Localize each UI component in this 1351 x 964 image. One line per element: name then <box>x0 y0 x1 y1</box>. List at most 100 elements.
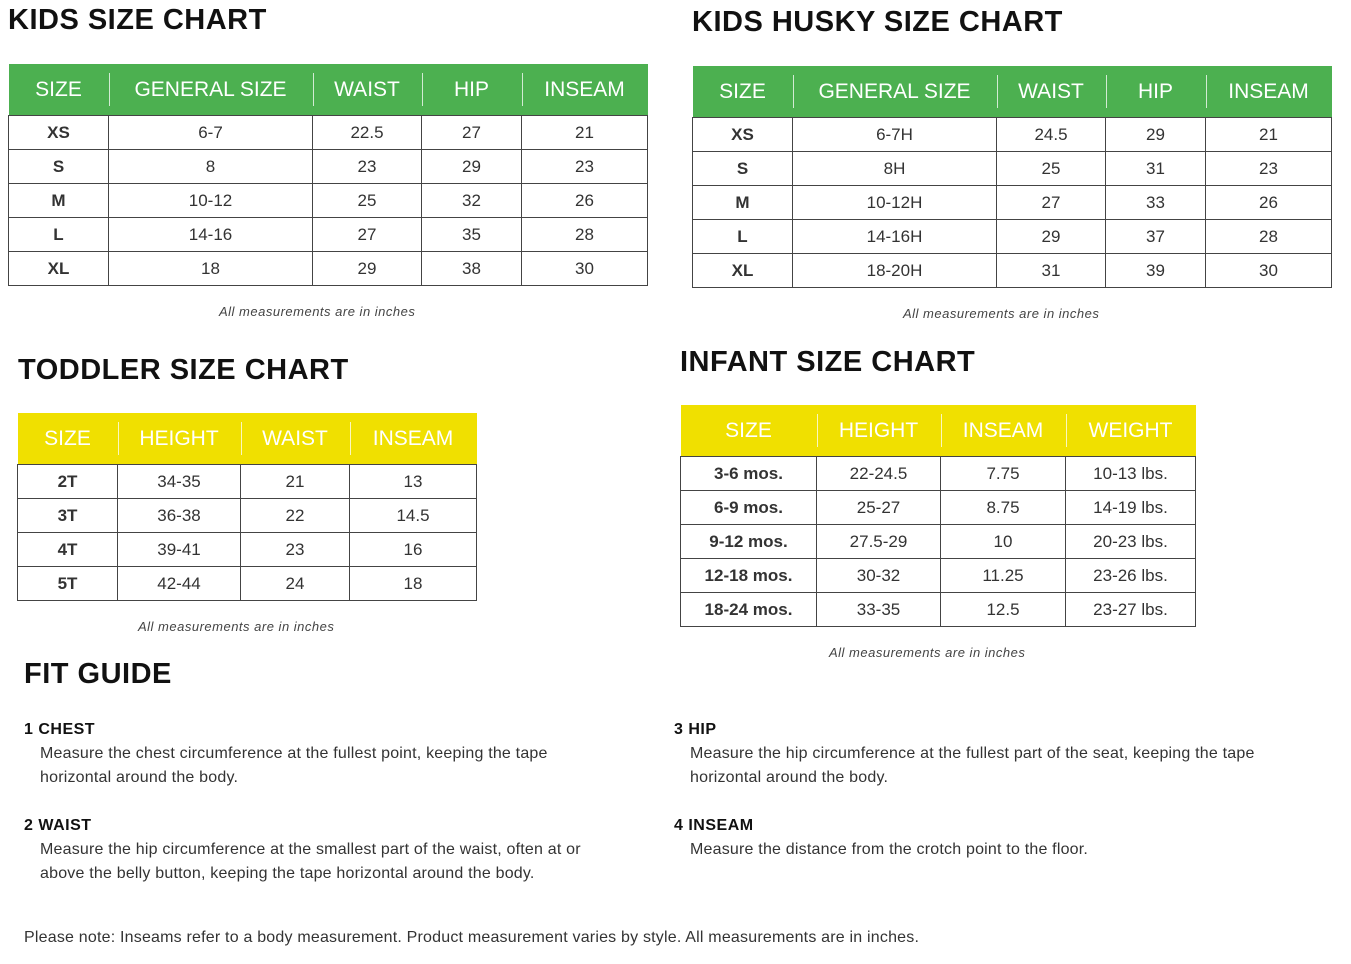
table-cell: 8.75 <box>940 490 1066 525</box>
column-header: GENERAL SIZE <box>108 64 313 116</box>
column-header: WAIST <box>996 66 1106 118</box>
table-cell: 13 <box>349 464 477 499</box>
table-row: 4T 39-41 23 16 <box>17 532 477 567</box>
table-row: M 10-12H 27 33 26 <box>692 185 1332 220</box>
table-row: 18-24 mos. 33-35 12.5 23-27 lbs. <box>680 592 1196 627</box>
husky-title: KIDS HUSKY SIZE CHART <box>692 6 1063 38</box>
size-cell: XL <box>692 253 793 288</box>
table-cell: 6-7H <box>792 117 997 152</box>
table-cell: 30 <box>521 251 648 286</box>
fit-text-chest: Measure the chest circumference at the f… <box>40 745 548 786</box>
column-header: SIZE <box>725 418 772 442</box>
size-cell: 9-12 mos. <box>680 524 817 559</box>
table-cell: 10 <box>940 524 1066 559</box>
table-cell: 36-38 <box>117 498 241 533</box>
table-cell: 22-24.5 <box>816 456 941 491</box>
table-row: L 14-16 27 35 28 <box>8 217 648 252</box>
table-cell: 21 <box>521 115 648 150</box>
size-cell: 12-18 mos. <box>680 558 817 593</box>
table-cell: 20-23 lbs. <box>1065 524 1196 559</box>
table-cell: 29 <box>312 251 422 286</box>
table-cell: 8 <box>108 149 313 184</box>
size-cell: L <box>692 219 793 254</box>
table-cell: 10-12 <box>108 183 313 218</box>
table-cell: 24.5 <box>996 117 1106 152</box>
infant-note: All measurements are in inches <box>829 645 1026 660</box>
table-cell: 8H <box>792 151 997 186</box>
fit-text-waist: Measure the hip circumference at the sma… <box>40 841 581 882</box>
table-cell: 25 <box>996 151 1106 186</box>
fit-heading-hip: 3 HIP <box>674 721 717 738</box>
table-cell: 27 <box>996 185 1106 220</box>
column-header: WAIST <box>240 413 350 465</box>
table-row: XS 6-7H 24.5 29 21 <box>692 117 1332 152</box>
header-row: SIZE GENERAL SIZE WAIST HIP INSEAM <box>692 66 1332 118</box>
size-cell: 4T <box>17 532 118 567</box>
column-header: HEIGHT <box>816 405 941 457</box>
size-cell: 2T <box>17 464 118 499</box>
table-cell: 33 <box>1105 185 1206 220</box>
table-cell: 31 <box>1105 151 1206 186</box>
husky-note: All measurements are in inches <box>903 306 1100 321</box>
table-cell: 23-26 lbs. <box>1065 558 1196 593</box>
table-row: XL 18-20H 31 39 30 <box>692 253 1332 288</box>
header-row: SIZE HEIGHT WAIST INSEAM <box>17 413 477 465</box>
table-cell: 18 <box>108 251 313 286</box>
size-cell: L <box>8 217 109 252</box>
table-cell: 14.5 <box>349 498 477 533</box>
table-row: 9-12 mos. 27.5-29 10 20-23 lbs. <box>680 524 1196 559</box>
column-header: SIZE <box>35 77 82 101</box>
table-row: S 8H 25 31 23 <box>692 151 1332 186</box>
fit-guide-title: FIT GUIDE <box>24 658 172 690</box>
size-cell: S <box>692 151 793 186</box>
column-header: INSEAM <box>1205 66 1332 118</box>
kids-size-table: SIZE GENERAL SIZE WAIST HIP INSEAM XS 6-7 22.5 2… <box>8 64 648 286</box>
table-cell: 12.5 <box>940 592 1066 627</box>
header-row: SIZE GENERAL SIZE WAIST HIP INSEAM <box>8 64 648 116</box>
table-cell: 27 <box>421 115 522 150</box>
footer-note: Please note: Inseams refer to a body mea… <box>24 929 920 946</box>
column-header: INSEAM <box>940 405 1066 457</box>
table-cell: 22.5 <box>312 115 422 150</box>
table-cell: 21 <box>240 464 350 499</box>
kids-note: All measurements are in inches <box>219 304 416 319</box>
table-cell: 23 <box>240 532 350 567</box>
table-cell: 25-27 <box>816 490 941 525</box>
table-cell: 33-35 <box>816 592 941 627</box>
table-cell: 6-7 <box>108 115 313 150</box>
table-cell: 29 <box>1105 117 1206 152</box>
table-row: 12-18 mos. 30-32 11.25 23-26 lbs. <box>680 558 1196 593</box>
table-cell: 30 <box>1205 253 1332 288</box>
toddler-size-table: SIZE HEIGHT WAIST INSEAM 2T 34-35 21 13 3T 36-38 2… <box>17 413 477 601</box>
table-cell: 26 <box>521 183 648 218</box>
table-cell: 30-32 <box>816 558 941 593</box>
table-cell: 27.5-29 <box>816 524 941 559</box>
table-row: XS 6-7 22.5 27 21 <box>8 115 648 150</box>
column-header: HIP <box>421 64 522 116</box>
table-cell: 31 <box>996 253 1106 288</box>
table-cell: 10-12H <box>792 185 997 220</box>
table-row: 5T 42-44 24 18 <box>17 566 477 601</box>
table-cell: 29 <box>421 149 522 184</box>
size-cell: 6-9 mos. <box>680 490 817 525</box>
table-row: 2T 34-35 21 13 <box>17 464 477 499</box>
table-cell: 23 <box>521 149 648 184</box>
table-cell: 28 <box>521 217 648 252</box>
column-header: HEIGHT <box>117 413 241 465</box>
table-row: M 10-12 25 32 26 <box>8 183 648 218</box>
header-row: SIZE HEIGHT INSEAM WEIGHT <box>680 405 1196 457</box>
size-cell: M <box>8 183 109 218</box>
size-cell: 3-6 mos. <box>680 456 817 491</box>
size-cell: 5T <box>17 566 118 601</box>
table-cell: 32 <box>421 183 522 218</box>
table-row: L 14-16H 29 37 28 <box>692 219 1332 254</box>
table-cell: 28 <box>1205 219 1332 254</box>
table-cell: 26 <box>1205 185 1332 220</box>
table-cell: 14-19 lbs. <box>1065 490 1196 525</box>
size-cell: 3T <box>17 498 118 533</box>
size-cell: XL <box>8 251 109 286</box>
column-header: INSEAM <box>349 413 477 465</box>
table-row: S 8 23 29 23 <box>8 149 648 184</box>
table-cell: 37 <box>1105 219 1206 254</box>
column-header: WAIST <box>312 64 422 116</box>
